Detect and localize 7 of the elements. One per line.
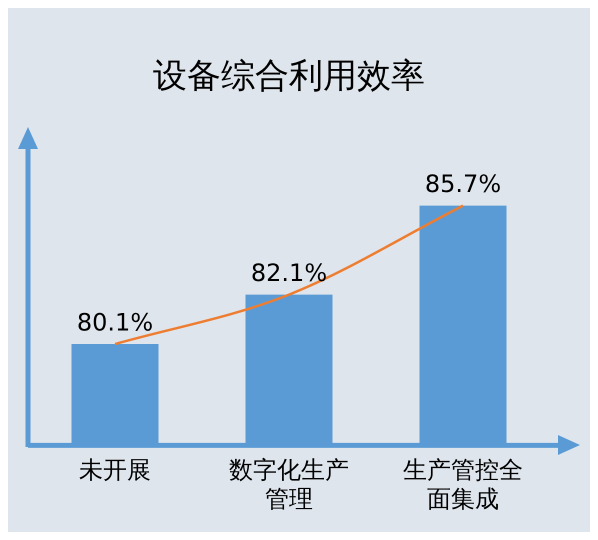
- x-tick-label: 生产管控全面集成: [403, 456, 523, 513]
- x-tick-label: 未开展: [79, 456, 151, 484]
- data-label: 82.1%: [250, 258, 328, 287]
- x-tick-label: 数字化生产管理: [229, 456, 349, 513]
- chart-title: 设备综合利用效率: [153, 56, 425, 96]
- data-label: 85.7%: [424, 170, 502, 198]
- data-label: 80.1%: [76, 308, 154, 336]
